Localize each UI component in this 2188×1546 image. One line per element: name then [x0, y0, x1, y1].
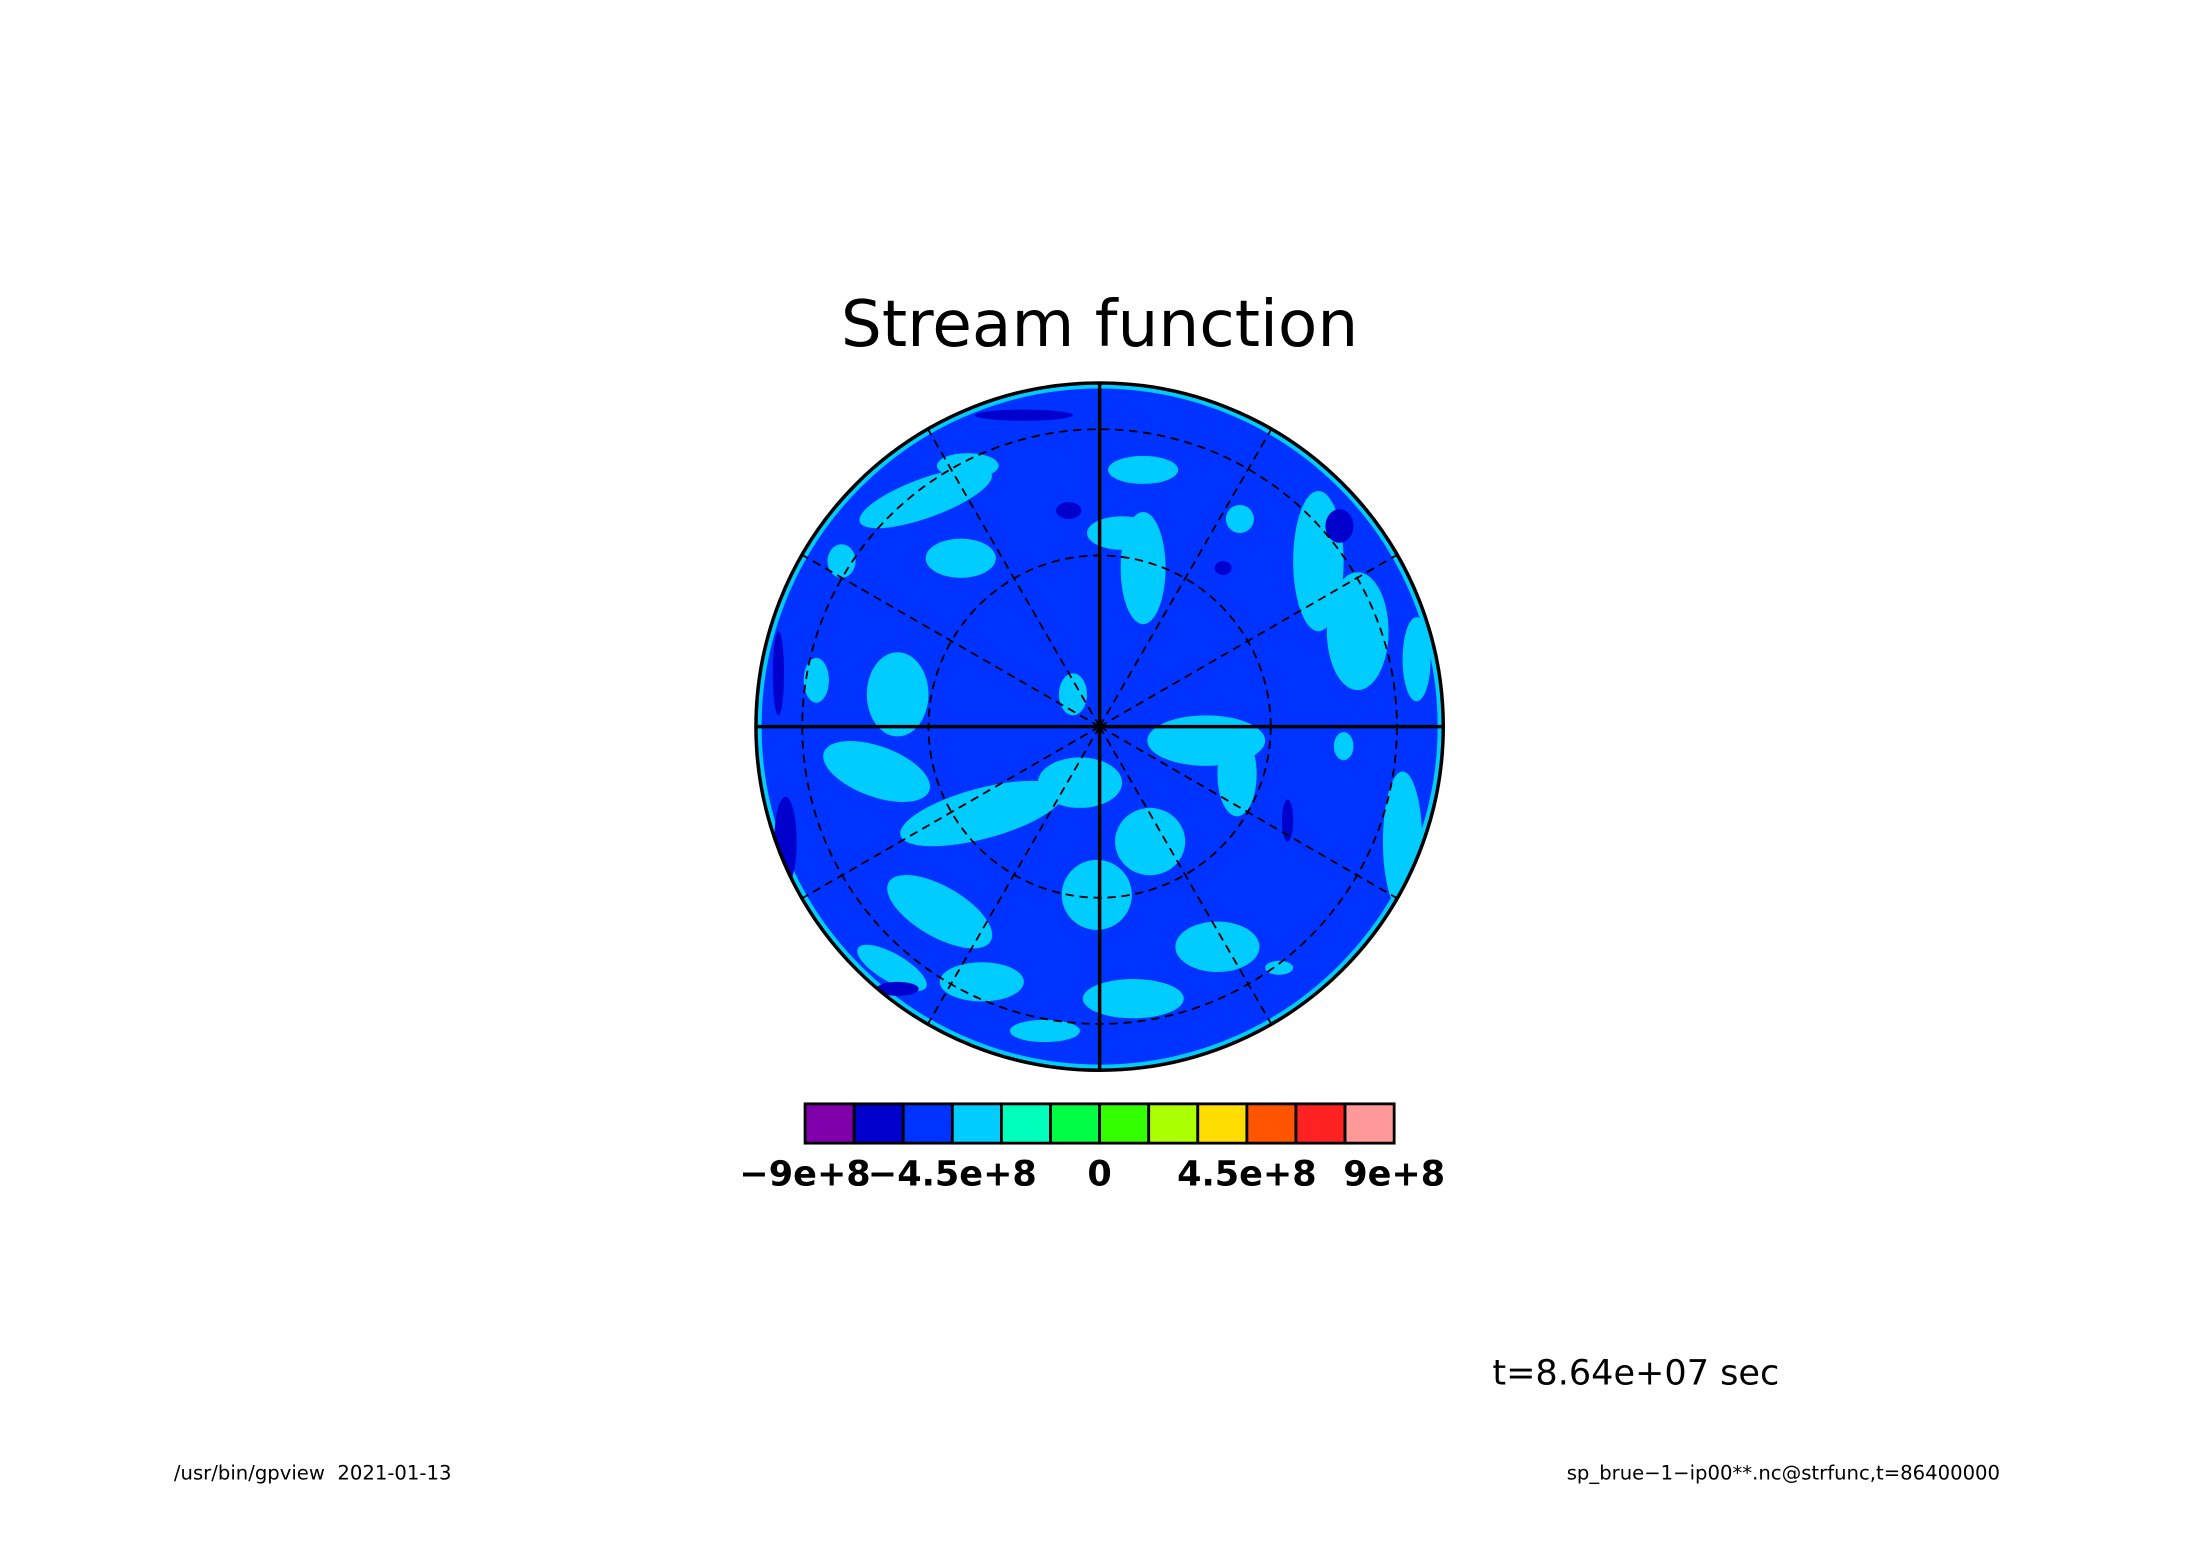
- axes: [754, 381, 1445, 1072]
- colorbar-box: [950, 1102, 1003, 1145]
- colorbar-box: [1049, 1102, 1102, 1145]
- chart-title: Stream function: [841, 287, 1358, 362]
- colorbar-box: [1343, 1102, 1396, 1145]
- colorbar-box: [852, 1102, 905, 1145]
- tick-label: −9e+8: [739, 1153, 870, 1194]
- colorbar-box: [1196, 1102, 1249, 1145]
- colorbar-box: [1245, 1102, 1298, 1145]
- time-label: t=8.64e+07 sec: [1492, 1353, 1779, 1394]
- colorbar-box: [1147, 1102, 1200, 1145]
- footer-left: /usr/bin/gpview 2021-01-13: [174, 1462, 452, 1485]
- colorbar-box: [1294, 1102, 1347, 1145]
- colorbar-box: [1000, 1102, 1052, 1145]
- colorbar-box: [1098, 1102, 1151, 1145]
- tick-label: 0: [1087, 1153, 1111, 1194]
- colorbar-box: [803, 1102, 856, 1145]
- tick-label: 9e+8: [1343, 1153, 1445, 1194]
- colorbar-box: [901, 1102, 954, 1145]
- footer-right: sp_brue−1−ip00**.nc@strfunc,t=86400000: [1567, 1462, 2000, 1485]
- tick-label: 4.5e+8: [1177, 1153, 1317, 1194]
- colorbar: −9e+8−4.5e+8 0 4.5e+8 9e+8: [739, 1102, 1445, 1194]
- tick-label: −4.5e+8: [868, 1153, 1037, 1194]
